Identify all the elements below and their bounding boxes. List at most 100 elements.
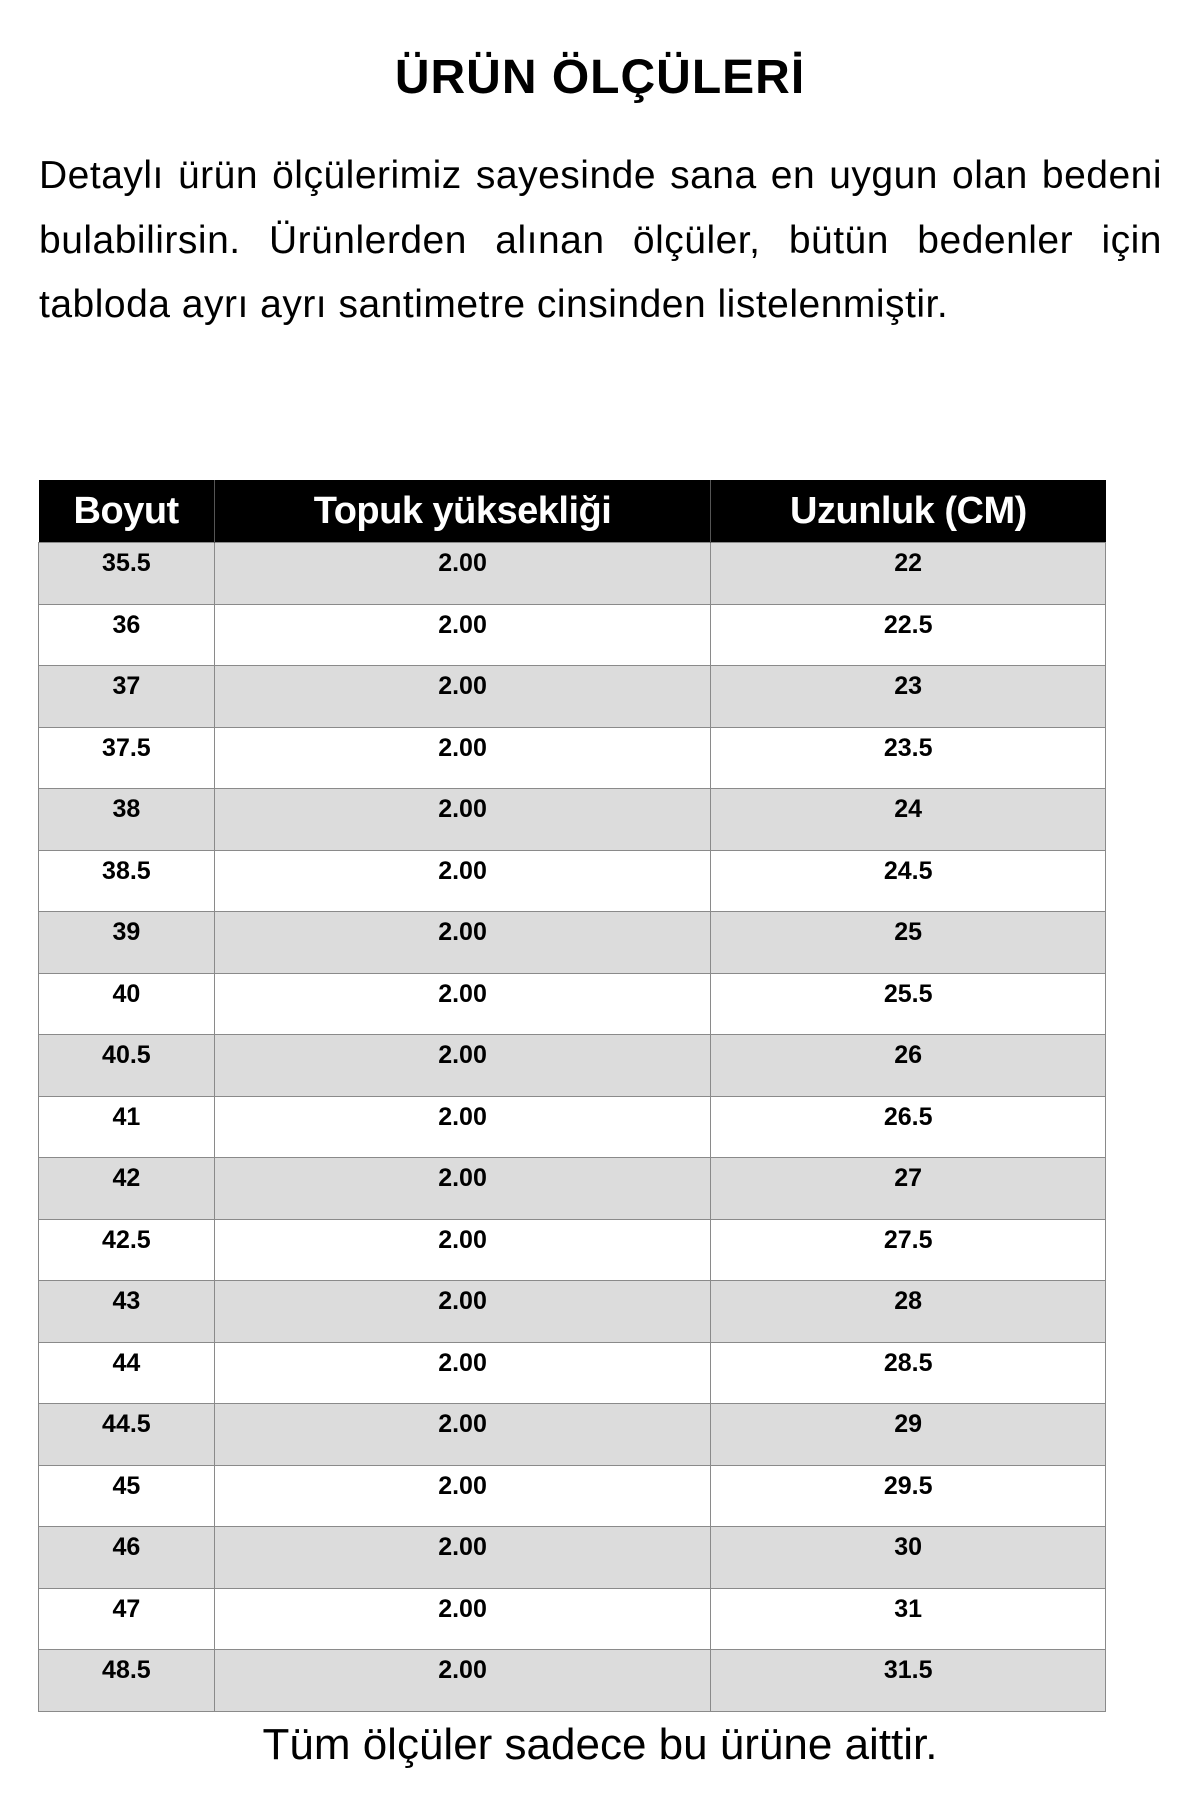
column-header: Boyut [38, 480, 215, 543]
cell-text: 47 [112, 1594, 141, 1623]
table-cell: 43 [38, 1280, 215, 1343]
cell-text: 37 [112, 672, 141, 700]
cell-text: 25 [894, 918, 923, 946]
cell-text: 31 [894, 1594, 923, 1623]
table-row: 47 2.00 31 [38, 1587, 1106, 1650]
table-cell: 44 [38, 1341, 215, 1404]
cell-text: 22.5 [883, 610, 933, 639]
table-cell: 2.00 [213, 1649, 712, 1712]
table-cell: 25 [710, 911, 1106, 974]
table-cell: 44.5 [38, 1403, 215, 1466]
intro-paragraph: Detaylı ürün ölçülerimiz sayesinde sana … [39, 154, 1162, 327]
table-row: 36 2.00 22.5 [38, 603, 1106, 666]
table-cell: 24 [710, 788, 1106, 851]
table-cell: 2.00 [213, 788, 712, 851]
size-table: Boyut Topuk yüksekliği Uzunluk (CM) 35.5 2.… [38, 480, 1106, 1712]
cell-text: 23 [894, 672, 923, 700]
table-row: 40.5 2.00 26 [38, 1034, 1106, 1097]
table-cell: 45 [38, 1464, 215, 1527]
table-cell: 38 [38, 788, 215, 851]
footer-note: Tüm ölçüler sadece bu ürüne aittir. [262, 1720, 938, 1769]
cell-text: 44 [112, 1348, 141, 1377]
cell-text: 2.00 [438, 733, 487, 762]
cell-text: 26 [894, 1041, 923, 1069]
table-cell: 25.5 [710, 972, 1106, 1035]
table-cell: 2.00 [213, 1157, 712, 1220]
cell-text: 25.5 [883, 979, 933, 1008]
cell-text: 38 [112, 795, 141, 823]
table-cell: 39 [38, 911, 215, 974]
cell-text: 27 [894, 1164, 923, 1192]
cell-text: 2.00 [438, 1533, 487, 1561]
table-cell: 24.5 [710, 849, 1106, 912]
table-cell: 22 [710, 542, 1106, 605]
table-cell: 2.00 [213, 665, 712, 728]
table-row: 44.5 2.00 29 [38, 1403, 1106, 1466]
table-cell: 26.5 [710, 1095, 1106, 1158]
cell-text: 40.5 [102, 1041, 151, 1069]
table-cell: 29.5 [710, 1464, 1106, 1527]
table-cell: 2.00 [213, 1587, 712, 1650]
cell-text: 28 [894, 1287, 923, 1315]
table-row: 46 2.00 30 [38, 1526, 1106, 1589]
cell-text: 2.00 [438, 1225, 487, 1254]
cell-text: 29.5 [883, 1471, 933, 1500]
cell-text: 2.00 [438, 795, 487, 823]
table-cell: 30 [710, 1526, 1106, 1589]
table-row: 41 2.00 26.5 [38, 1095, 1106, 1158]
cell-text: 2.00 [438, 1164, 487, 1192]
table-cell: 23.5 [710, 726, 1106, 789]
table-row: 39 2.00 25 [38, 911, 1106, 974]
table-cell: 48.5 [38, 1649, 215, 1712]
cell-text: 2.00 [438, 1041, 487, 1069]
table-row: 37 2.00 23 [38, 665, 1106, 728]
cell-text: 43 [112, 1287, 141, 1315]
table-cell: 2.00 [213, 1095, 712, 1158]
cell-text: 2.00 [438, 979, 487, 1008]
cell-text: 46 [112, 1533, 141, 1561]
table-cell: 42.5 [38, 1218, 215, 1281]
table-cell: 22.5 [710, 603, 1106, 666]
cell-text: 2.00 [438, 1471, 487, 1500]
cell-text: 35.5 [102, 549, 151, 577]
cell-text: 2.00 [438, 1594, 487, 1623]
cell-text: 24.5 [883, 856, 933, 885]
cell-text: 45 [112, 1471, 141, 1500]
table-cell: 28 [710, 1280, 1106, 1343]
table-row: 44 2.00 28.5 [38, 1341, 1106, 1404]
table-cell: 27.5 [710, 1218, 1106, 1281]
cell-text: 28.5 [883, 1348, 933, 1377]
table-row: 43 2.00 28 [38, 1280, 1106, 1343]
cell-text: 48.5 [102, 1656, 151, 1684]
table-row: 45 2.00 29.5 [38, 1464, 1106, 1527]
cell-text: 37.5 [102, 733, 151, 762]
table-header-row: Boyut Topuk yüksekliği Uzunluk (CM) [38, 480, 1106, 543]
table-cell: 2.00 [213, 1218, 712, 1281]
cell-text: 29 [894, 1410, 923, 1438]
table-cell: 28.5 [710, 1341, 1106, 1404]
table-cell: 2.00 [213, 972, 712, 1035]
table-cell: 37 [38, 665, 215, 728]
table-row: 38.5 2.00 24.5 [38, 849, 1106, 912]
cell-text: 26.5 [883, 1102, 933, 1131]
cell-text: 2.00 [438, 1410, 487, 1438]
table-cell: 2.00 [213, 1464, 712, 1527]
table-cell: 29 [710, 1403, 1106, 1466]
table-cell: 2.00 [213, 911, 712, 974]
table-cell: 42 [38, 1157, 215, 1220]
cell-text: 2.00 [438, 1287, 487, 1315]
table-cell: 23 [710, 665, 1106, 728]
cell-text: 2.00 [438, 1348, 487, 1377]
table-cell: 41 [38, 1095, 215, 1158]
cell-text: 40 [112, 979, 141, 1008]
table-row: 38 2.00 24 [38, 788, 1106, 851]
cell-text: 42.5 [102, 1225, 151, 1254]
cell-text: 2.00 [438, 1656, 487, 1684]
table-cell: 2.00 [213, 726, 712, 789]
table-cell: 26 [710, 1034, 1106, 1097]
table-cell: 31 [710, 1587, 1106, 1650]
page-title: ÜRÜN ÖLÇÜLERİ [394, 51, 806, 104]
table-cell: 27 [710, 1157, 1106, 1220]
cell-text: 2.00 [438, 610, 487, 639]
table-cell: 36 [38, 603, 215, 666]
